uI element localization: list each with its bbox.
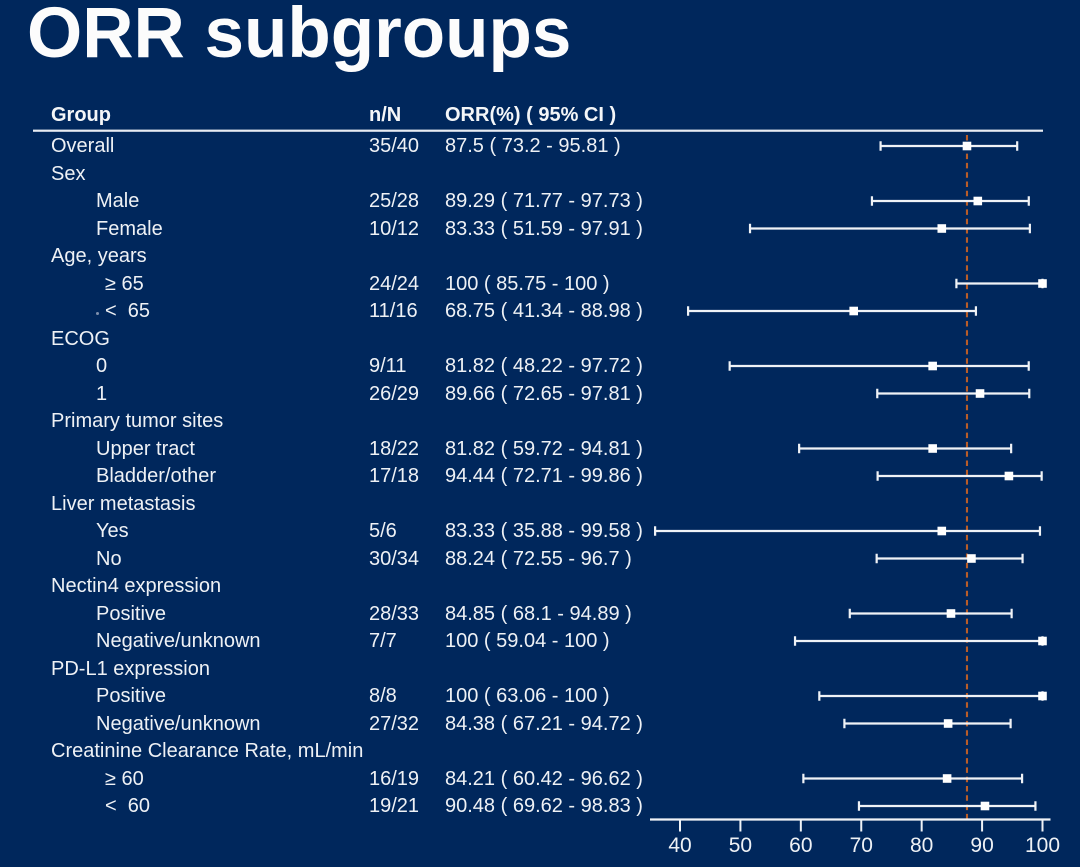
n-over-N-value: 7/7 [369,630,397,652]
n-over-N-value: 8/8 [369,685,397,707]
point-estimate-marker [928,361,937,371]
n-over-N-value: 30/34 [369,547,420,570]
point-estimate-marker [1038,636,1047,646]
point-estimate-marker [946,609,956,618]
n-over-N-value: 9/11 [369,355,407,377]
point-estimate-marker [1038,691,1047,701]
point-estimate-marker [928,444,937,453]
x-axis-tick-label: 100 [1025,834,1060,857]
point-estimate-marker [980,801,990,811]
orr-ci-value: 89.29 ( 71.77 - 97.73 ) [445,190,643,212]
n-over-N-value: 27/32 [369,712,420,735]
subgroup-label: Yes [96,520,129,542]
stray-dot-artifact [96,312,99,315]
group-category-label: Nectin4 expression [51,575,222,597]
x-axis-tick-label: 90 [970,834,993,857]
n-over-N-value: 16/19 [369,767,420,790]
orr-ci-value: 87.5 ( 73.2 - 95.81 ) [445,135,621,157]
n-over-N-value: 19/21 [369,795,420,817]
n-over-N-value: 18/22 [369,437,420,460]
point-estimate-marker [937,526,947,536]
subgroup-label: No [96,547,122,570]
subgroup-label: Bladder/other [96,465,217,487]
n-over-N-value: 11/16 [369,300,418,322]
subgroup-label: < 65 [105,300,151,322]
group-category-label: ECOG [51,327,110,350]
n-over-N-value: 10/12 [369,217,420,240]
subgroup-label: Negative/unknown [96,712,261,735]
group-category-label: PD-L1 expression [51,657,210,680]
orr-ci-value: 68.75 ( 41.34 - 88.98 ) [445,300,643,322]
point-estimate-marker [942,774,952,783]
point-estimate-marker [967,554,976,563]
slide-title: ORR subgroups [27,0,572,73]
subgroup-label: 1 [96,382,108,405]
orr-ci-value: 83.33 ( 35.88 - 99.58 ) [445,520,643,542]
orr-ci-value: 94.44 ( 72.71 - 99.86 ) [445,465,643,487]
x-axis-tick-label: 50 [729,834,752,857]
x-axis-tick-label: 60 [789,834,812,857]
table-header-rule [33,129,1043,132]
point-estimate-marker [1038,279,1047,288]
n-over-N-value: 25/28 [369,190,420,212]
column-header-n-n: n/N [369,104,402,126]
point-estimate-marker [1004,471,1014,481]
n-over-N-value: 5/6 [369,520,397,542]
point-estimate-marker [937,224,947,233]
n-over-N-value: 28/33 [369,602,420,625]
point-estimate-marker [962,141,972,151]
n-over-N-value: 26/29 [369,382,420,405]
column-header-group: Group [51,104,111,126]
group-category-label: Overall [51,135,115,157]
subgroup-label: ≥ 65 [105,272,144,295]
orr-ci-value: 100 ( 85.75 - 100 ) [445,272,610,295]
x-axis-tick-label: 80 [910,834,933,857]
point-estimate-marker [975,389,985,398]
subgroup-label: Upper tract [96,437,195,460]
n-over-N-value: 17/18 [369,465,420,487]
point-estimate-marker [943,719,953,728]
subgroup-label: Positive [96,685,167,707]
subgroup-label: Negative/unknown [96,630,261,652]
subgroup-label: ≥ 60 [105,767,144,790]
orr-ci-value: 84.21 ( 60.42 - 96.62 ) [445,767,643,790]
n-over-N-value: 24/24 [369,272,420,295]
orr-ci-value: 81.82 ( 48.22 - 97.72 ) [445,355,643,377]
subgroup-label: Male [96,190,140,212]
group-category-label: Primary tumor sites [51,410,224,432]
orr-ci-value: 100 ( 59.04 - 100 ) [445,630,610,652]
group-category-label: Creatinine Clearance Rate, mL/min [51,740,364,762]
orr-ci-value: 88.24 ( 72.55 - 96.7 ) [445,547,632,570]
orr-ci-value: 83.33 ( 51.59 - 97.91 ) [445,217,643,240]
subgroup-label: Female [96,217,163,240]
x-axis-tick-label: 40 [668,834,691,857]
orr-ci-value: 100 ( 63.06 - 100 ) [445,685,610,707]
subgroup-label: Positive [96,602,167,625]
orr-ci-value: 90.48 ( 69.62 - 98.83 ) [445,795,643,817]
point-estimate-marker [849,306,858,316]
group-category-label: Sex [51,162,86,185]
subgroup-label: 0 [96,355,108,377]
orr-ci-value: 84.85 ( 68.1 - 94.89 ) [445,602,632,625]
group-category-label: Age, years [51,245,147,267]
x-axis-tick-label: 70 [850,834,873,857]
n-over-N-value: 35/40 [369,135,420,157]
orr-ci-value: 84.38 ( 67.21 - 94.72 ) [445,712,643,735]
column-header-orr-ci: ORR(%) ( 95% CI ) [445,104,617,126]
orr-ci-value: 81.82 ( 59.72 - 94.81 ) [445,437,643,460]
subgroup-label: < 60 [105,795,151,817]
orr-ci-value: 89.66 ( 72.65 - 97.81 ) [445,382,643,405]
group-category-label: Liver metastasis [51,492,196,515]
point-estimate-marker [973,196,983,206]
